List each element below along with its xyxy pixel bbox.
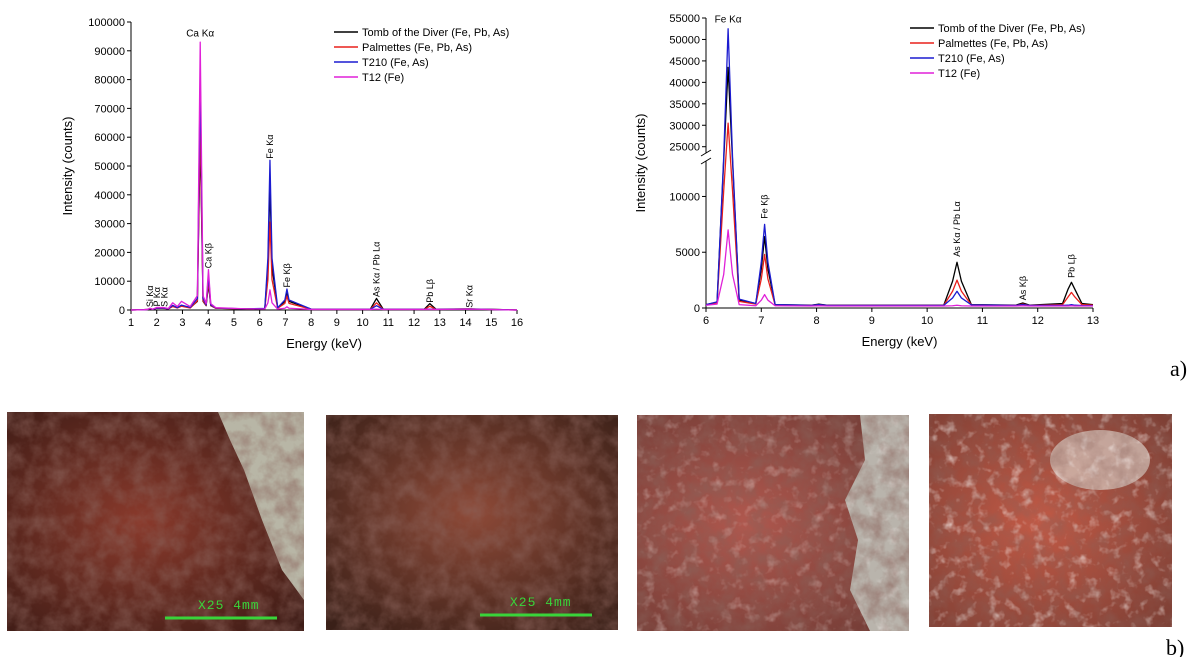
scale-bar-label: X25 4mm bbox=[510, 595, 572, 610]
series-line bbox=[131, 80, 517, 310]
peak-label: Ca Kβ bbox=[203, 243, 213, 268]
peak-label: Sr Kα bbox=[465, 285, 475, 308]
x-tick-label: 12 bbox=[408, 317, 420, 329]
y-tick-label: 35000 bbox=[669, 99, 700, 111]
y-tick-label: 100000 bbox=[88, 17, 125, 29]
x-axis-label: Energy (keV) bbox=[862, 334, 938, 349]
peak-label: As Kα / Pb Lα bbox=[371, 242, 381, 297]
series-line bbox=[706, 67, 1093, 305]
x-tick-label: 14 bbox=[459, 317, 471, 329]
x-tick-label: 1 bbox=[128, 317, 134, 329]
micrograph bbox=[637, 415, 909, 631]
micrograph: X25 4mm bbox=[7, 412, 304, 631]
x-tick-label: 10 bbox=[921, 315, 933, 327]
micrograph bbox=[929, 414, 1172, 627]
peak-label: Pb Lβ bbox=[1066, 254, 1076, 278]
panel-label: a) bbox=[1170, 356, 1187, 381]
x-axis-label: Energy (keV) bbox=[286, 336, 362, 351]
x-tick-label: 13 bbox=[434, 317, 446, 329]
y-tick-label: 60000 bbox=[94, 132, 125, 144]
x-tick-label: 9 bbox=[334, 317, 340, 329]
x-tick-label: 13 bbox=[1087, 315, 1099, 327]
peak-label: Fe Kβ bbox=[282, 263, 292, 287]
peak-label: S Kα bbox=[160, 287, 170, 307]
y-tick-label: 80000 bbox=[94, 75, 125, 87]
x-tick-label: 7 bbox=[758, 315, 764, 327]
y-tick-label: 0 bbox=[119, 305, 125, 317]
x-tick-label: 12 bbox=[1032, 315, 1044, 327]
legend-label: T210 (Fe, As) bbox=[938, 53, 1005, 65]
y-axis-label: Intensity (counts) bbox=[633, 114, 648, 213]
y-axis-label: Intensity (counts) bbox=[60, 117, 75, 216]
scale-bar-label: X25 4mm bbox=[198, 598, 260, 613]
x-tick-label: 4 bbox=[205, 317, 211, 329]
x-tick-label: 5 bbox=[231, 317, 237, 329]
y-tick-label: 70000 bbox=[94, 103, 125, 115]
peak-label: Pb Lβ bbox=[425, 279, 435, 303]
chart: 0 5000 10000 25000 30000 35000 40000 45000 50000… bbox=[633, 13, 1099, 349]
x-tick-label: 11 bbox=[977, 315, 988, 327]
x-tick-label: 10 bbox=[356, 317, 368, 329]
y-tick-label: 30000 bbox=[669, 120, 700, 132]
series-line bbox=[131, 137, 517, 310]
figure: X25 4mm X25 4mm a) b) 010000200003000040… bbox=[0, 0, 1195, 657]
series-line bbox=[131, 42, 517, 310]
x-tick-label: 3 bbox=[179, 317, 185, 329]
legend-label: T12 (Fe) bbox=[938, 68, 980, 80]
legend-label: Tomb of the Diver (Fe, Pb, As) bbox=[938, 23, 1085, 35]
legend-label: Palmettes (Fe, Pb, As) bbox=[938, 38, 1048, 50]
peak-label: Fe Kα bbox=[715, 15, 742, 26]
y-tick-label: 10000 bbox=[94, 276, 125, 288]
y-tick-label: 30000 bbox=[94, 219, 125, 231]
x-tick-label: 2 bbox=[154, 317, 160, 329]
y-tick-label: 90000 bbox=[94, 46, 125, 58]
y-tick-label: 55000 bbox=[669, 13, 700, 25]
x-tick-label: 7 bbox=[282, 317, 288, 329]
x-tick-label: 8 bbox=[814, 315, 820, 327]
x-tick-label: 15 bbox=[485, 317, 497, 329]
legend-label: T210 (Fe, As) bbox=[362, 57, 429, 69]
y-tick-label: 10000 bbox=[669, 191, 700, 203]
y-tick-label: 40000 bbox=[669, 77, 700, 89]
y-tick-label: 50000 bbox=[669, 34, 700, 46]
peak-label: As Kα / Pb Lα bbox=[952, 201, 962, 256]
y-tick-label: 45000 bbox=[669, 56, 700, 68]
legend-label: Palmettes (Fe, Pb, As) bbox=[362, 42, 472, 54]
x-tick-label: 9 bbox=[869, 315, 875, 327]
legend-label: Tomb of the Diver (Fe, Pb, As) bbox=[362, 27, 509, 39]
y-tick-label: 5000 bbox=[676, 247, 700, 259]
x-tick-label: 6 bbox=[703, 315, 709, 327]
y-tick-label: 25000 bbox=[669, 142, 700, 154]
micrograph: X25 4mm bbox=[326, 415, 618, 630]
x-tick-label: 8 bbox=[308, 317, 314, 329]
peak-label: Fe Kβ bbox=[760, 195, 770, 219]
series-line bbox=[706, 29, 1093, 306]
peak-label: Fe Kα bbox=[265, 135, 275, 159]
y-tick-label: 40000 bbox=[94, 190, 125, 202]
x-tick-label: 6 bbox=[257, 317, 263, 329]
x-tick-label: 11 bbox=[383, 317, 394, 329]
y-tick-label: 20000 bbox=[94, 247, 125, 259]
legend-label: T12 (Fe) bbox=[362, 72, 404, 84]
y-tick-label: 50000 bbox=[94, 161, 125, 173]
x-tick-label: 16 bbox=[511, 317, 523, 329]
peak-label: As Kβ bbox=[1018, 276, 1028, 300]
panel-label: b) bbox=[1166, 635, 1184, 657]
chart: 0 10000 20000 30000 40000 50000 60000 70000 8000… bbox=[60, 17, 523, 351]
y-tick-label: 0 bbox=[694, 303, 700, 315]
series-line bbox=[131, 123, 517, 310]
peak-label: Ca Kα bbox=[186, 29, 214, 40]
